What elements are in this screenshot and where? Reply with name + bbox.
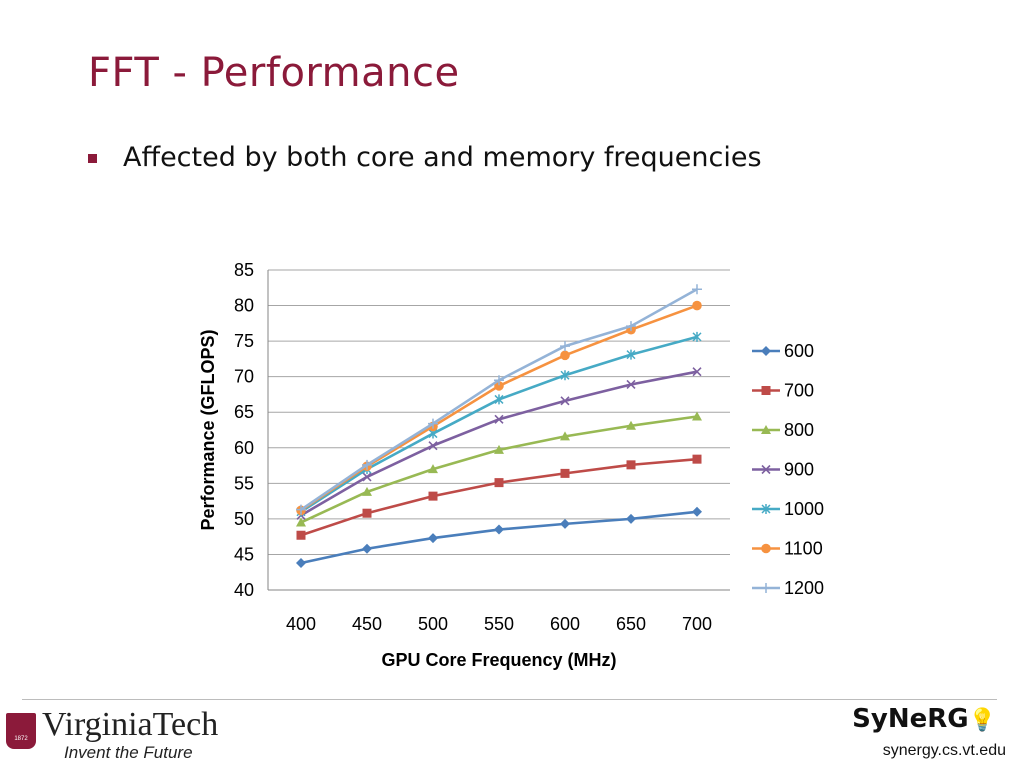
performance-line-chart: 40 45 50 55 60 65 70 75 80 85 400 450 500 550 600 650 70… [198,260,824,670]
legend-label: 1100 [784,539,823,559]
data-point-1200 [494,375,504,386]
legend-marker-800 [761,425,771,434]
data-point-600 [362,543,372,554]
slide-title: FFT - Performance [88,50,460,96]
legend-label: 1200 [784,578,824,598]
data-point-900 [626,379,636,390]
data-point-800 [362,486,372,496]
data-point-800 [428,464,438,474]
data-point-600 [692,506,702,517]
data-point-900 [494,414,504,424]
data-point-1000 [626,349,636,360]
y-tick-label: 45 [234,544,254,564]
x-tick-label: 500 [418,614,448,634]
shield-year: 1872 [14,736,28,742]
data-point-1000 [560,370,570,381]
data-point-600 [626,513,636,524]
synergy-url: synergy.cs.vt.edu [882,742,1006,759]
x-tick-label: 600 [550,614,580,634]
synergy-name: SyNeRG [852,704,969,734]
footer-divider [22,699,997,700]
x-tick-label: 650 [616,614,646,634]
bullet-item: Affected by both core and memory frequen… [88,142,762,173]
data-point-900 [362,472,372,482]
data-point-1000 [692,331,702,342]
synergy-logo: SyNeRG💡 synergy.cs.vt.edu [852,704,1006,759]
data-point-1200 [296,504,306,515]
y-tick-label: 85 [234,260,254,280]
bullet-square-icon [88,154,97,163]
y-tick-label: 65 [234,402,254,422]
y-tick-label: 60 [234,438,254,458]
data-point-1100 [692,300,702,311]
data-point-1100 [494,381,504,391]
data-point-1200 [626,321,636,332]
data-point-1200 [428,418,438,429]
lightbulb-icon: 💡 [968,707,996,732]
data-point-900 [692,367,702,377]
legend-label: 1000 [784,499,824,519]
data-point-800 [296,517,306,527]
legend-marker-900 [761,464,771,475]
x-tick-label: 700 [682,614,712,634]
y-tick-label: 80 [234,296,254,316]
legend-marker-600 [761,346,771,356]
y-tick-label: 55 [234,473,254,493]
y-tick-label: 40 [234,580,254,600]
data-point-1200 [692,284,702,295]
data-point-800 [494,444,504,454]
data-point-600 [560,518,570,529]
data-point-800 [560,431,570,441]
data-point-700 [626,460,636,470]
data-point-1200 [362,459,372,470]
data-point-600 [428,533,438,544]
data-point-800 [692,411,702,421]
y-tick-label: 75 [234,331,254,351]
series-line-600 [300,510,698,565]
data-point-700 [494,478,504,488]
x-tick-label: 550 [484,614,514,634]
legend-marker-1100 [761,543,771,554]
data-point-700 [428,491,438,501]
x-axis-title: GPU Core Frequency (MHz) [381,650,616,670]
legend-label: 700 [784,381,814,401]
data-point-700 [362,508,372,518]
data-point-1200 [560,341,570,352]
data-point-700 [560,468,570,478]
data-point-900 [428,441,438,451]
data-point-1000 [494,394,504,405]
legend-marker-1200 [761,583,771,593]
legend-marker-700 [761,386,771,395]
data-point-600 [296,557,306,568]
logo-tagline: Invent the Future [64,743,193,762]
logo-name: VirginiaTech [42,706,219,743]
data-point-1100 [560,350,570,361]
y-tick-label: 70 [234,367,254,387]
data-point-800 [626,420,636,430]
legend-marker-1000 [761,504,771,514]
legend-label: 900 [784,460,814,480]
legend-label: 800 [784,420,814,440]
y-tick-label: 50 [234,509,254,529]
data-point-700 [296,530,306,540]
x-tick-label: 400 [286,614,316,634]
shield-icon [6,713,36,749]
data-point-900 [560,396,570,406]
legend-label: 600 [784,341,814,361]
bullet-text: Affected by both core and memory frequen… [123,142,762,173]
x-tick-label: 450 [352,614,382,634]
data-point-700 [692,454,702,464]
y-axis-title: Performance (GFLOPS) [198,329,218,530]
data-point-600 [494,524,504,535]
